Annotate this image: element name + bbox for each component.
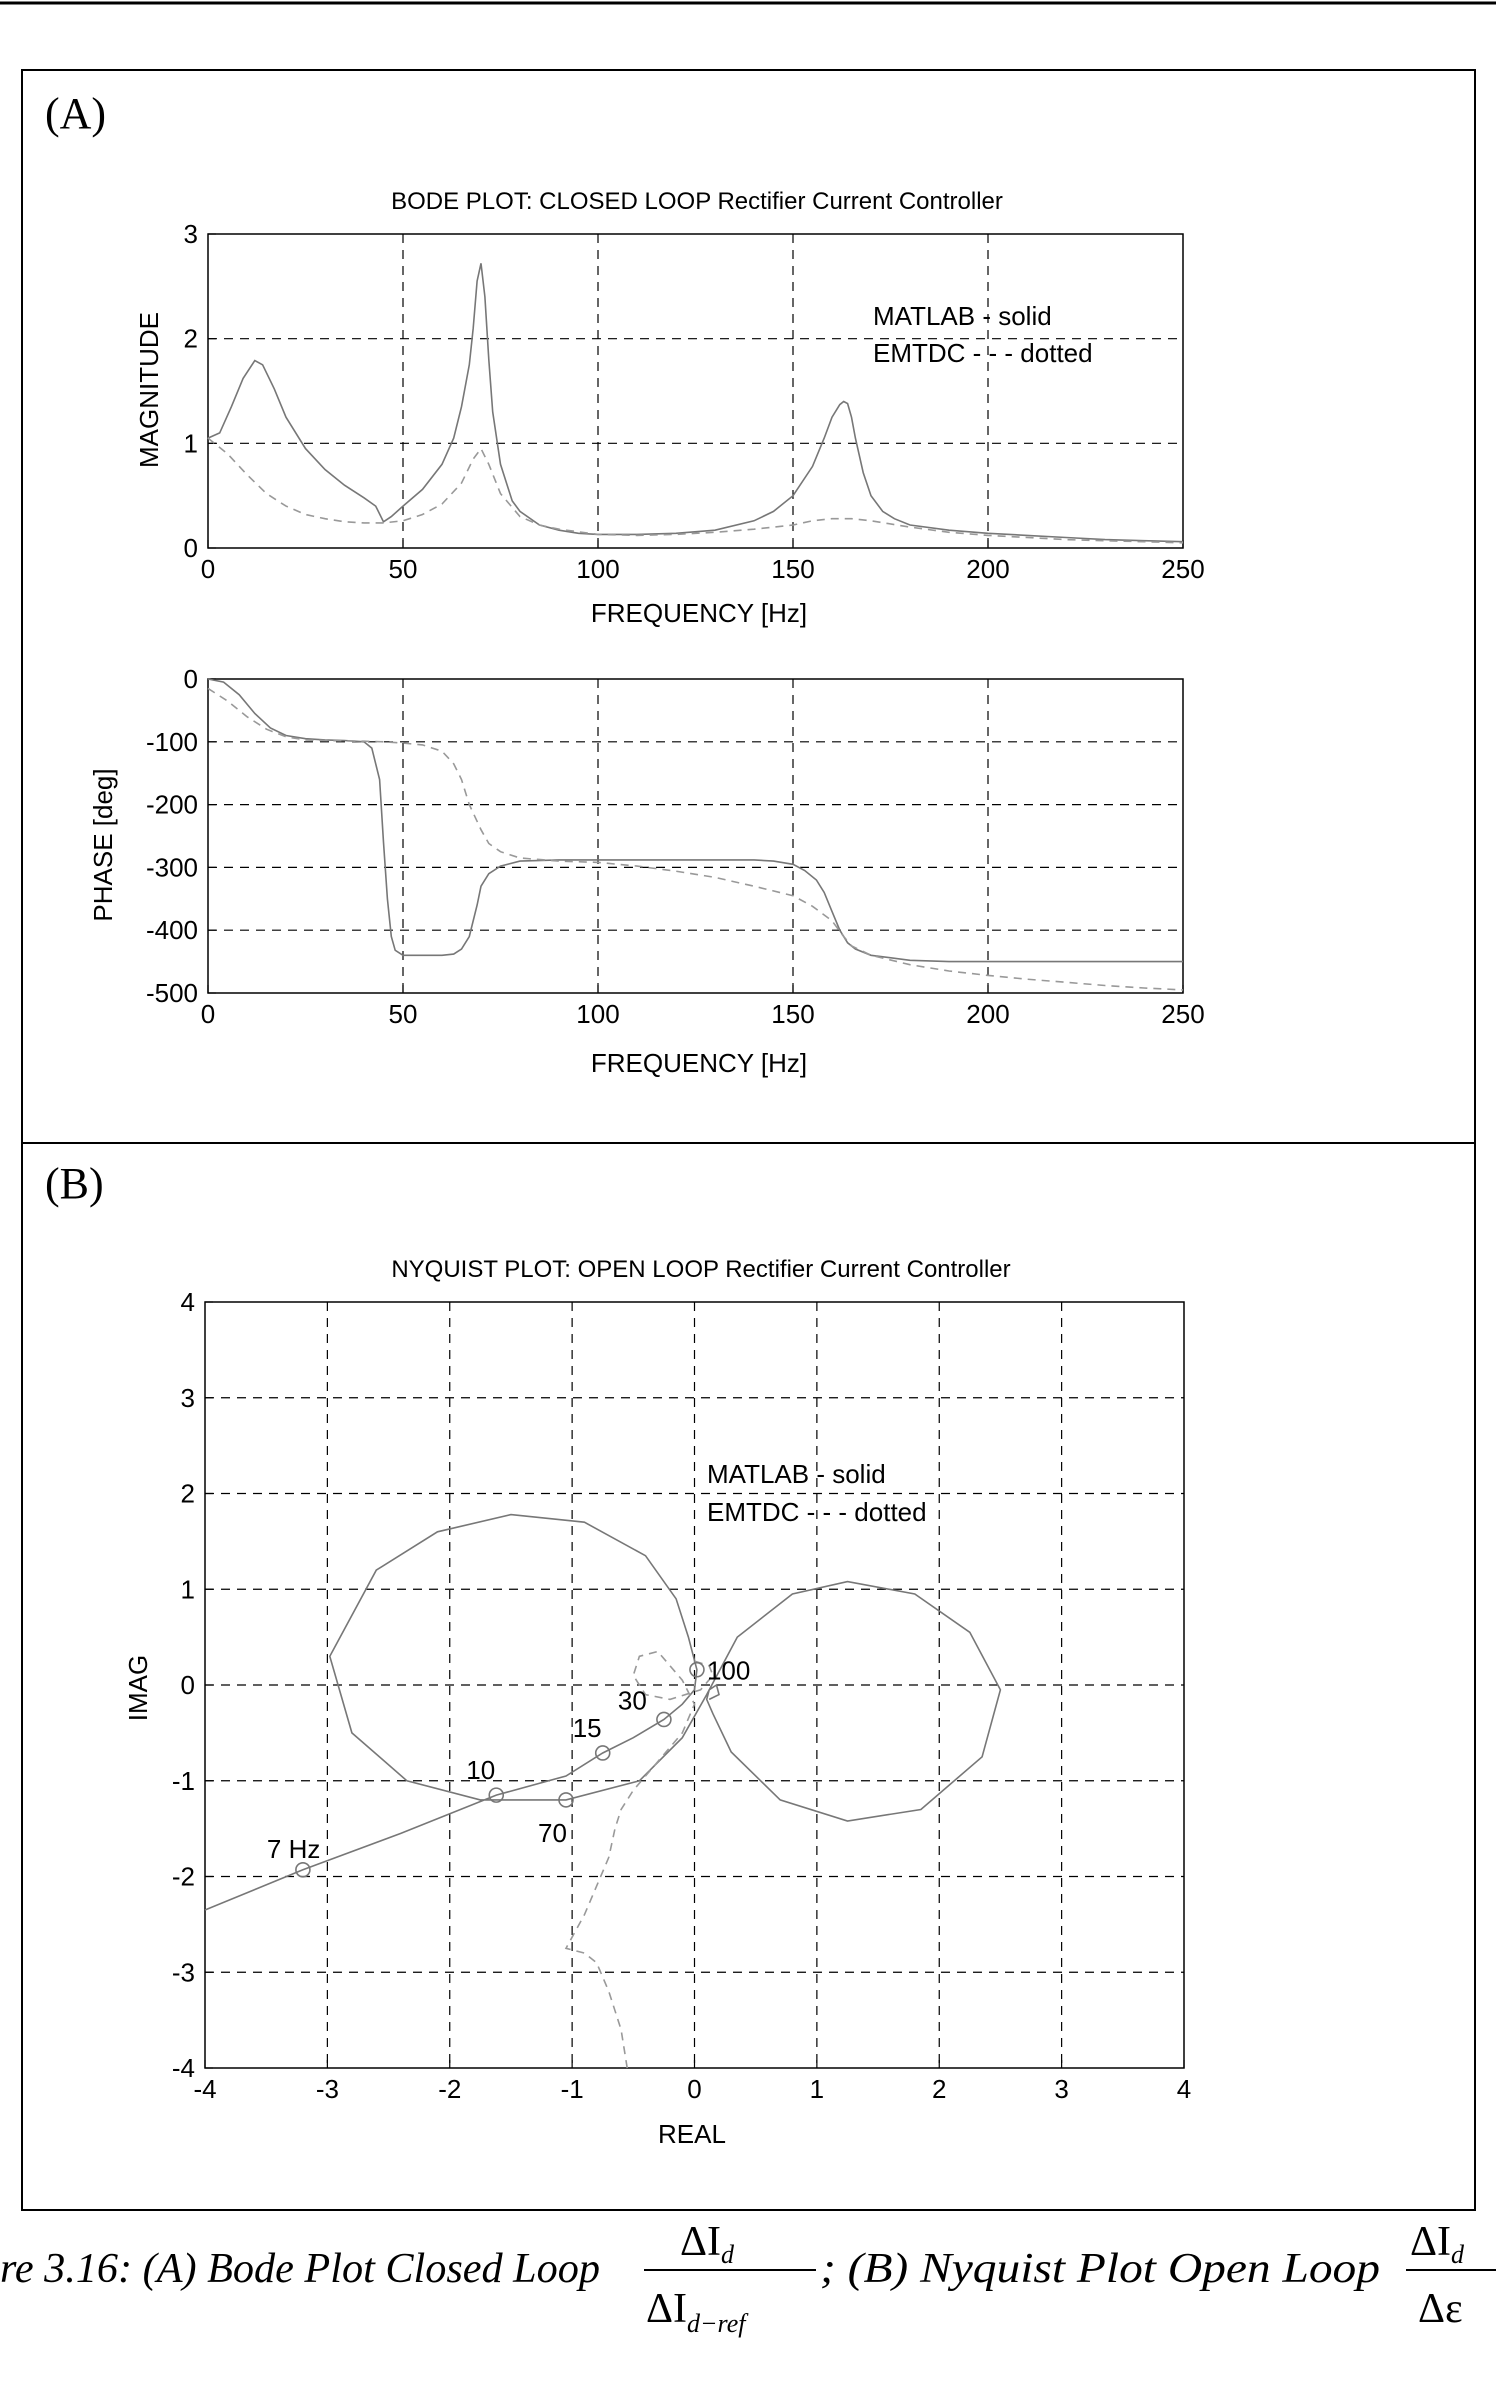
magnitude-x-tick-label: 250 xyxy=(1161,554,1204,584)
frac2-denominator: Δε xyxy=(1418,2286,1463,2332)
frac1-numerator: ΔId xyxy=(680,2219,735,2269)
nyquist-y-tick-label: 0 xyxy=(181,1670,195,1700)
nyquist-x-tick-label: -2 xyxy=(438,2074,461,2104)
phase-y-tick-label: 0 xyxy=(184,664,198,694)
nyquist-frequency-marker xyxy=(295,1861,311,1878)
phase-x-tick-label: 200 xyxy=(966,999,1009,1029)
nyquist-frequency-marker xyxy=(558,1792,574,1808)
caption-middle: ; (B) Nyquist Plot Open Loop xyxy=(820,2246,1380,2292)
nyquist-y-tick-label: 4 xyxy=(181,1287,195,1317)
nyquist-chart-title: NYQUIST PLOT: OPEN LOOP Rectifier Curren… xyxy=(391,1256,1010,1283)
magnitude-x-tick-label: 0 xyxy=(201,554,215,584)
nyquist-frequency-marker xyxy=(689,1661,705,1678)
magnitude-legend-line-1: MATLAB - solid xyxy=(873,301,1052,331)
magnitude-y-tick-label: 1 xyxy=(184,428,198,458)
nyquist-frequency-label: 15 xyxy=(573,1713,602,1743)
magnitude-y-tick-label: 3 xyxy=(184,219,198,249)
nyquist-x-tick-label: 4 xyxy=(1177,2074,1191,2104)
nyquist-legend-line-1: MATLAB - solid xyxy=(707,1459,886,1489)
nyquist-y-tick-label: -4 xyxy=(172,2053,195,2083)
frac2-numerator: ΔId xyxy=(1410,2219,1465,2269)
nyquist-y-tick-label: -2 xyxy=(172,1862,195,1892)
nyquist-y-tick-label: -1 xyxy=(172,1766,195,1796)
nyquist-x-tick-label: 2 xyxy=(932,2074,946,2104)
panel-b-tag: (B) xyxy=(45,1159,104,1208)
phase-series-emtdc-line xyxy=(207,687,1184,991)
magnitude-x-tick-label: 50 xyxy=(389,554,418,584)
phase-x-tick-label: 0 xyxy=(201,999,215,1029)
phase-x-tick-label: 250 xyxy=(1161,999,1204,1029)
frac1-denominator: ΔId−ref xyxy=(646,2286,749,2338)
magnitude-y-axis-label: MAGNITUDE xyxy=(134,312,164,468)
figure-caption: re 3.16: (A) Bode Plot Closed Loop ΔId Δ… xyxy=(0,2219,1496,2338)
nyquist-frequency-label: 7 Hz xyxy=(267,1834,320,1864)
phase-y-tick-label: -300 xyxy=(146,852,198,882)
caption-prefix: re 3.16: (A) Bode Plot Closed Loop xyxy=(0,2246,600,2292)
magnitude-x-tick-label: 150 xyxy=(771,554,814,584)
caption-fraction-1: ΔId ΔId−ref xyxy=(644,2219,816,2338)
nyquist-x-axis-label: REAL xyxy=(658,2119,726,2149)
magnitude-y-tick-label: 0 xyxy=(184,533,198,563)
phase-y-tick-label: -200 xyxy=(146,790,198,820)
nyquist-frequency-label: 100 xyxy=(707,1656,750,1686)
nyquist-series-matlab-line xyxy=(204,1513,1002,1911)
nyquist-x-tick-label: 1 xyxy=(810,2074,824,2104)
nyquist-y-tick-label: -3 xyxy=(172,1957,195,1987)
bode-phase-chart: PHASE [deg] FREQUENCY [Hz] 0 50 100 150 200 250… xyxy=(88,664,1205,1078)
nyquist-frequency-label: 10 xyxy=(466,1755,495,1785)
nyquist-x-tick-label: -3 xyxy=(316,2074,339,2104)
phase-x-tick-label: 100 xyxy=(576,999,619,1029)
magnitude-chart-title: BODE PLOT: CLOSED LOOP Rectifier Current… xyxy=(391,188,1003,215)
panel-a-tag: (A) xyxy=(45,89,106,138)
nyquist-y-tick-label: 2 xyxy=(181,1479,195,1509)
phase-y-tick-label: -100 xyxy=(146,727,198,757)
magnitude-x-tick-label: 100 xyxy=(576,554,619,584)
nyquist-x-tick-label: 0 xyxy=(687,2074,701,2104)
nyquist-frequency-marker xyxy=(488,1787,505,1803)
phase-x-tick-label: 50 xyxy=(389,999,418,1029)
nyquist-chart: NYQUIST PLOT: OPEN LOOP Rectifier Curren… xyxy=(123,1256,1191,2149)
magnitude-legend-line-2: EMTDC - - - dotted xyxy=(873,338,1093,368)
nyquist-x-tick-label: 3 xyxy=(1054,2074,1068,2104)
phase-y-tick-label: -400 xyxy=(146,915,198,945)
nyquist-frequency-marker xyxy=(656,1711,672,1728)
phase-y-axis-label: PHASE [deg] xyxy=(88,768,118,921)
phase-x-axis-label: FREQUENCY [Hz] xyxy=(591,1048,807,1078)
magnitude-x-axis-label: FREQUENCY [Hz] xyxy=(591,598,807,628)
magnitude-series-emtdc-line xyxy=(207,437,1184,544)
nyquist-y-axis-label: IMAG xyxy=(123,1655,153,1721)
phase-x-tick-label: 150 xyxy=(771,999,814,1029)
nyquist-y-tick-label: 1 xyxy=(181,1574,195,1604)
magnitude-plot-area xyxy=(207,233,1184,549)
phase-plot-area xyxy=(207,678,1184,994)
nyquist-frequency-label: 30 xyxy=(618,1685,647,1715)
bode-magnitude-chart: BODE PLOT: CLOSED LOOP Rectifier Current… xyxy=(134,188,1205,628)
nyquist-x-tick-label: -4 xyxy=(193,2074,216,2104)
nyquist-x-tick-label: -1 xyxy=(561,2074,584,2104)
magnitude-x-tick-label: 200 xyxy=(966,554,1009,584)
panel-frame xyxy=(21,69,1476,2211)
nyquist-legend-line-2: EMTDC - - - dotted xyxy=(707,1497,927,1527)
phase-y-tick-label: -500 xyxy=(146,978,198,1008)
nyquist-frequency-marker xyxy=(594,1745,611,1761)
magnitude-y-tick-label: 2 xyxy=(184,324,198,354)
caption-fraction-2: ΔId Δε xyxy=(1406,2219,1496,2332)
nyquist-y-tick-label: 3 xyxy=(181,1383,195,1413)
nyquist-frequency-label: 70 xyxy=(538,1818,567,1848)
nyquist-series-emtdc-line xyxy=(564,1650,714,2069)
magnitude-series-matlab-line xyxy=(207,263,1184,543)
